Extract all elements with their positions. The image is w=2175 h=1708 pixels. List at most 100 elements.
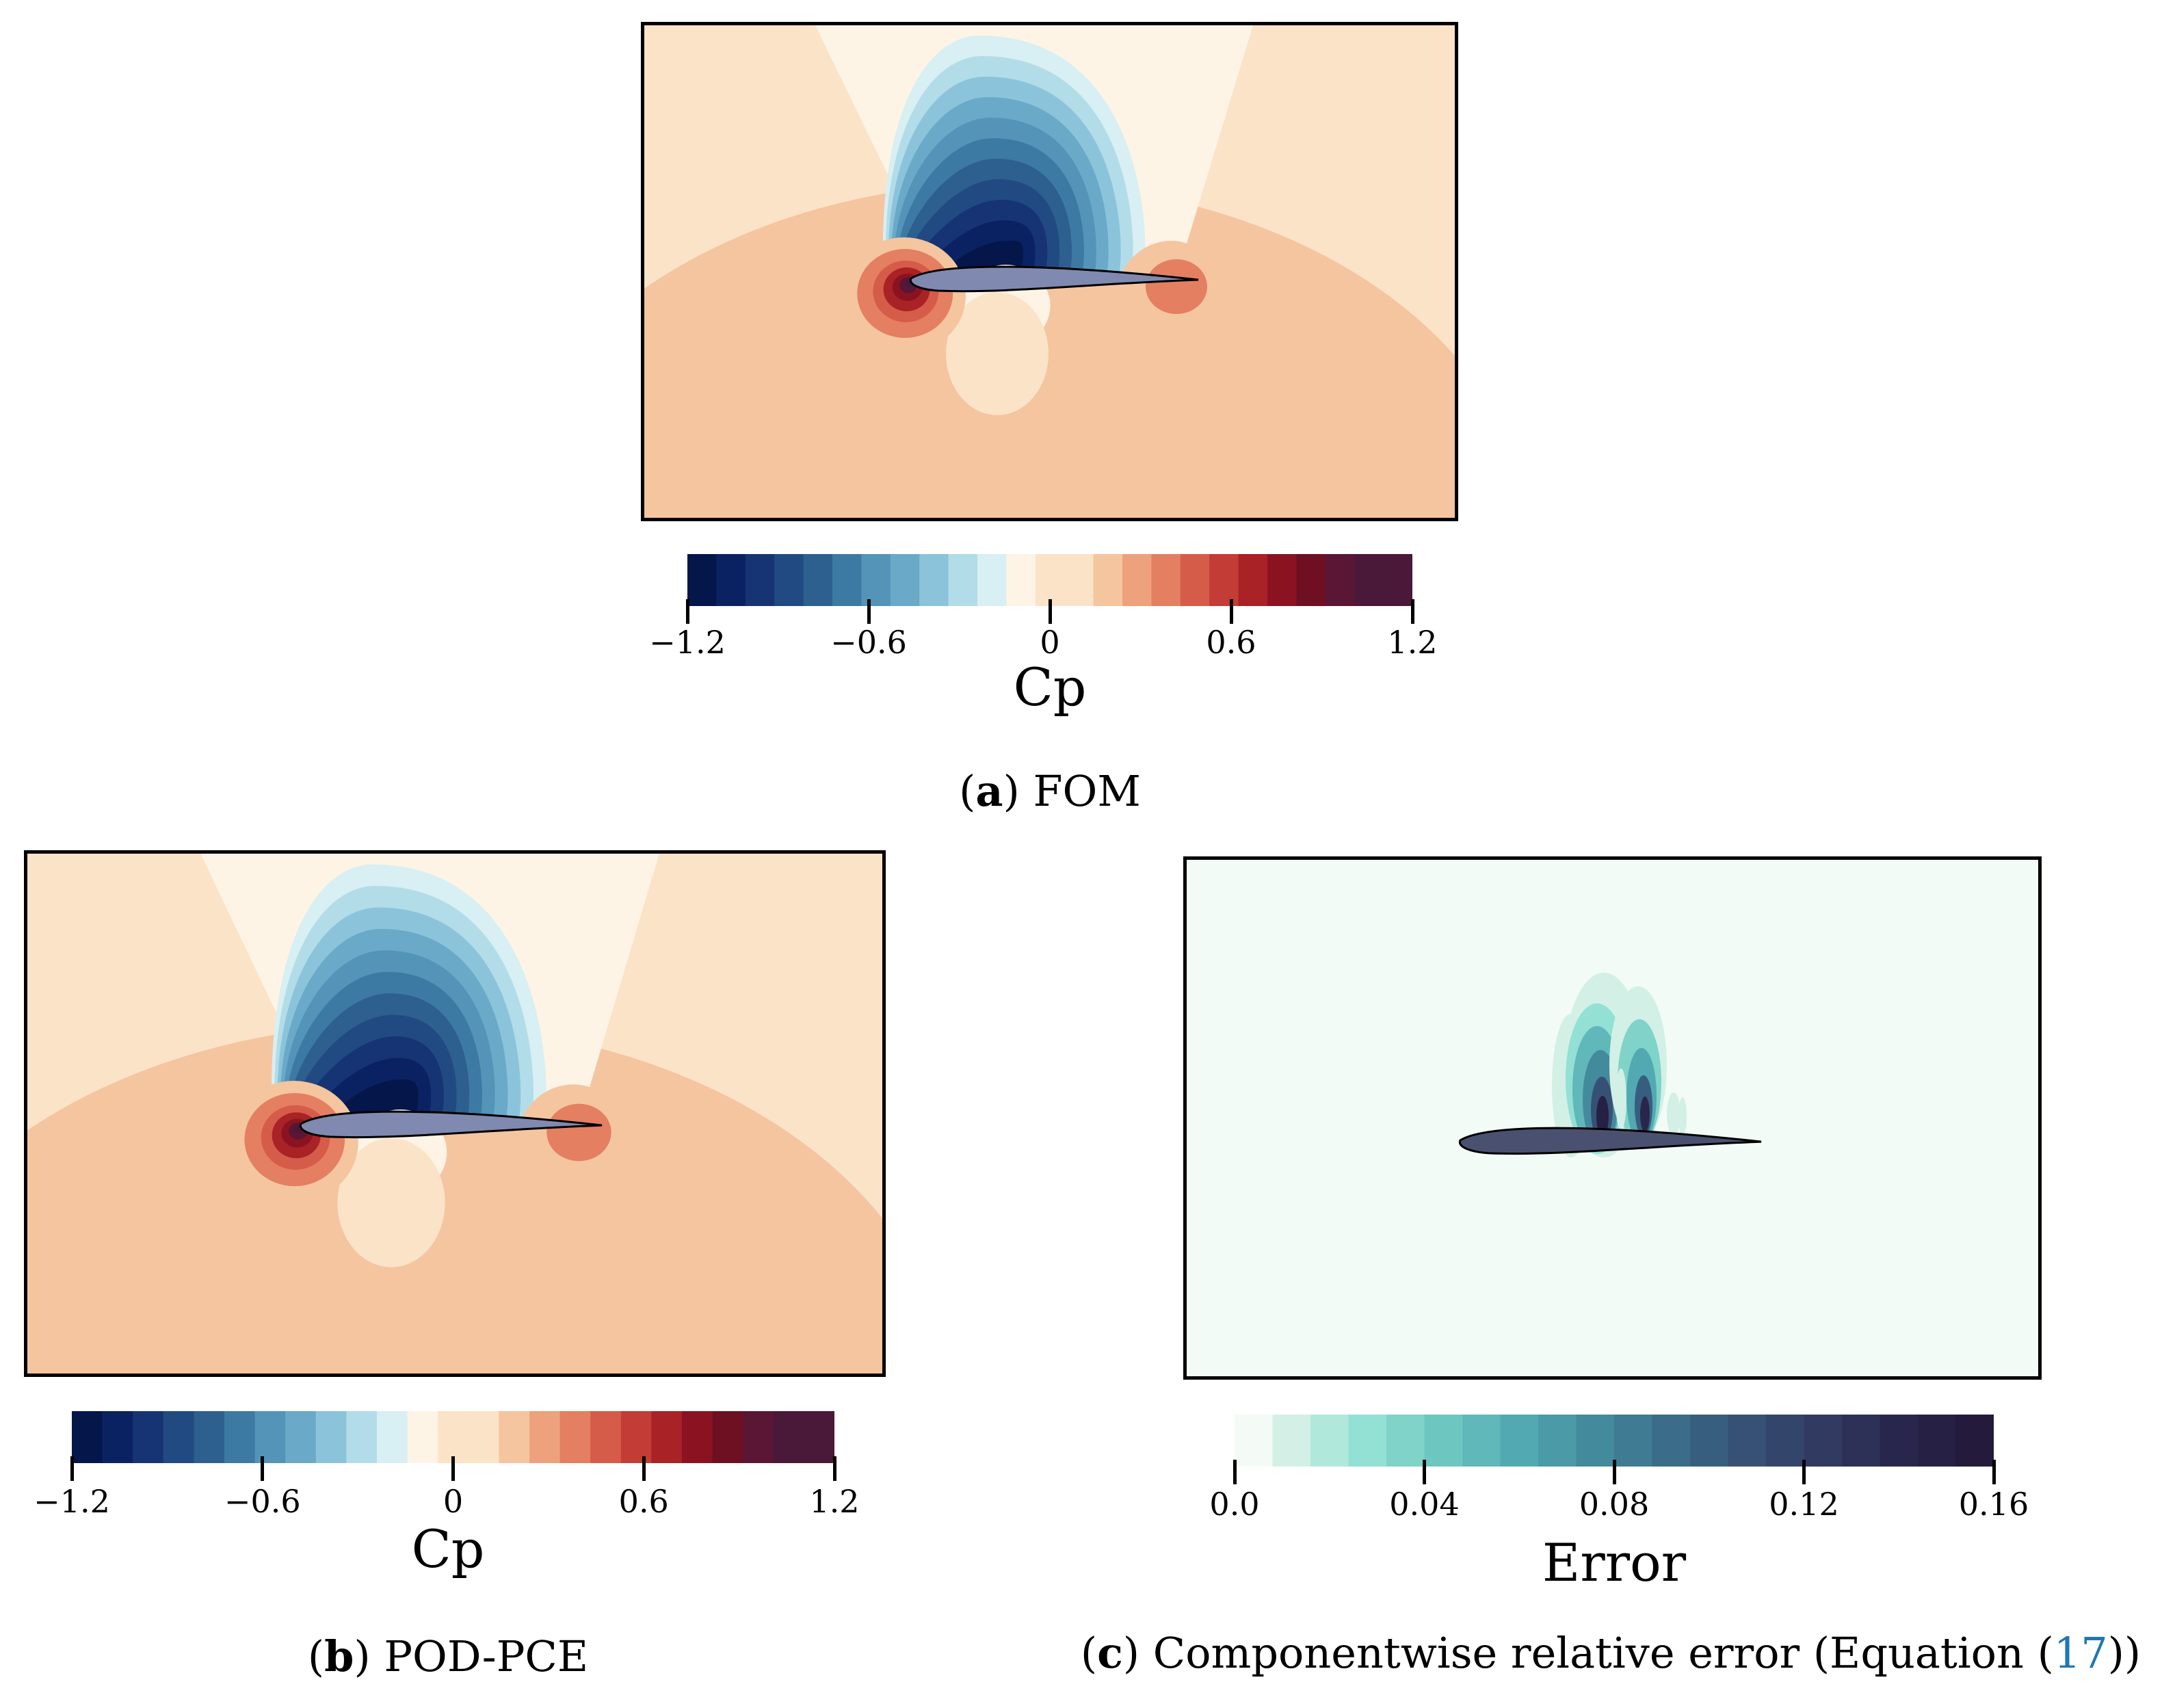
colorbar-tick xyxy=(70,1456,74,1481)
colorbar-segment xyxy=(194,1411,225,1463)
colorbar-segment xyxy=(1576,1415,1615,1467)
positive-pressure-dome xyxy=(644,183,1455,518)
colorbar-segment xyxy=(499,1411,530,1463)
colorbar-segment xyxy=(1238,554,1268,606)
error-gap xyxy=(1616,1068,1626,1130)
colorbar-a xyxy=(687,554,1412,606)
colorbar-segment xyxy=(163,1411,194,1463)
colorbar-segment xyxy=(1728,1415,1767,1467)
colorbar-segment xyxy=(651,1411,683,1463)
error-contour xyxy=(1596,1096,1609,1137)
airfoil xyxy=(909,265,1199,293)
colorbar-label-b: Cp xyxy=(411,1519,485,1579)
colorbar-tick-label: 0.12 xyxy=(1769,1486,1839,1523)
caption-c: (c) Componentwise relative error (Equati… xyxy=(1080,1628,2141,1678)
colorbar-segment xyxy=(1383,554,1412,606)
caption-a-text: FOM xyxy=(1033,766,1141,816)
colorbar-segment xyxy=(1151,554,1181,606)
colorbar-segment xyxy=(102,1411,133,1463)
colorbar-segment xyxy=(315,1411,347,1463)
caption-b-text: POD-PCE xyxy=(384,1631,589,1681)
colorbar-tick xyxy=(261,1456,265,1481)
error-contour xyxy=(1640,1096,1650,1132)
colorbar-segment xyxy=(861,554,891,606)
colorbar-tick xyxy=(1423,1460,1426,1484)
colorbar-segment xyxy=(346,1411,378,1463)
colorbar-segment xyxy=(590,1411,622,1463)
colorbar-segment xyxy=(1348,1415,1387,1467)
cp-contour-fom xyxy=(644,25,1455,518)
colorbar-segment xyxy=(1386,1415,1425,1467)
colorbar-segment xyxy=(559,1411,591,1463)
colorbar-segment xyxy=(1064,554,1094,606)
colorbar-segment xyxy=(133,1411,164,1463)
equation-ref-link[interactable]: 17 xyxy=(2053,1628,2108,1678)
caption-b: (b) POD-PCE xyxy=(307,1631,589,1681)
colorbar-c xyxy=(1235,1415,1994,1467)
colorbar-tick-label: −1.2 xyxy=(34,1483,110,1520)
colorbar-tick-label: 0.04 xyxy=(1389,1486,1460,1523)
caption-a: (a) FOM xyxy=(959,766,1141,816)
colorbar-segment xyxy=(1093,554,1123,606)
colorbar-segment xyxy=(1325,554,1355,606)
colorbar-segment xyxy=(1955,1415,1994,1467)
colorbar-segment xyxy=(1614,1415,1653,1467)
colorbar-segment xyxy=(743,1411,774,1463)
colorbar-segment xyxy=(438,1411,469,1463)
colorbar-segment xyxy=(1652,1415,1691,1467)
colorbar-segment xyxy=(620,1411,652,1463)
colorbar-tick-label: 1.2 xyxy=(809,1483,860,1520)
colorbar-tick-label: 0 xyxy=(1040,624,1060,661)
colorbar-tick-label: 0.0 xyxy=(1209,1486,1260,1523)
colorbar-tick xyxy=(867,599,871,624)
colorbar-segment xyxy=(1122,554,1152,606)
colorbar-tick xyxy=(1802,1460,1806,1484)
caption-c-text: Componentwise relative error (Equation ( xyxy=(1152,1628,2054,1678)
colorbar-segment xyxy=(745,554,775,606)
colorbar-segment xyxy=(254,1411,286,1463)
colorbar-segment xyxy=(716,554,746,606)
colorbar-tick-label: −0.6 xyxy=(830,624,907,661)
lower-neutral-region xyxy=(337,1138,445,1267)
colorbar-tick-label: 0.16 xyxy=(1958,1486,2029,1523)
colorbar-segment xyxy=(1272,1415,1311,1467)
suction-contour xyxy=(910,240,1023,291)
colorbar-tick xyxy=(451,1456,455,1481)
colorbar-segment xyxy=(1842,1415,1881,1467)
error-contour xyxy=(1187,860,2038,1376)
colorbar-segment xyxy=(832,554,862,606)
colorbar-segment xyxy=(890,554,920,606)
caption-a-letter: a xyxy=(975,766,1003,816)
colorbar-segment xyxy=(1690,1415,1729,1467)
colorbar-segment xyxy=(529,1411,561,1463)
panel-c-plot xyxy=(1183,856,2042,1380)
colorbar-segment xyxy=(285,1411,317,1463)
colorbar-tick xyxy=(1229,599,1233,624)
colorbar-tick-label: −1.2 xyxy=(649,624,726,661)
colorbar-segment xyxy=(1180,554,1210,606)
colorbar-segment xyxy=(803,554,833,606)
colorbar-tick-label: 0.08 xyxy=(1579,1486,1650,1523)
error-contour xyxy=(1667,1092,1680,1136)
colorbar-segment xyxy=(804,1411,834,1463)
colorbar-segment xyxy=(712,1411,743,1463)
colorbar-tick xyxy=(642,1456,646,1481)
colorbar-segment xyxy=(1424,1415,1463,1467)
colorbar-segment xyxy=(773,1411,804,1463)
caption-c-letter: c xyxy=(1097,1628,1123,1678)
colorbar-tick-label: −0.6 xyxy=(224,1483,301,1520)
colorbar-b xyxy=(72,1411,834,1463)
colorbar-segment xyxy=(1235,1415,1274,1467)
error-contour xyxy=(1678,1097,1687,1135)
colorbar-segment xyxy=(1918,1415,1957,1467)
colorbar-tick-label: 0.6 xyxy=(618,1483,669,1520)
colorbar-segment xyxy=(1804,1415,1843,1467)
colorbar-segment xyxy=(407,1411,438,1463)
airfoil xyxy=(1458,1127,1762,1155)
colorbar-tick xyxy=(1612,1460,1616,1484)
cp-contour-pod-pce xyxy=(27,854,882,1374)
colorbar-segment xyxy=(1500,1415,1539,1467)
colorbar-segment xyxy=(1462,1415,1501,1467)
trailing-edge-contour xyxy=(546,1103,611,1161)
colorbar-segment xyxy=(1035,554,1065,606)
